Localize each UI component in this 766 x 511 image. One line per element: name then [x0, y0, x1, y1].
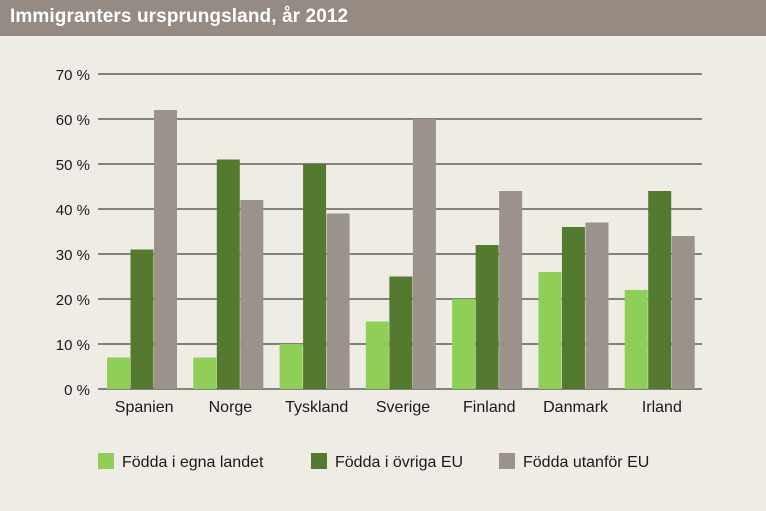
legend-swatch	[499, 453, 515, 469]
y-tick-label: 40 %	[56, 202, 90, 219]
chart-header: Immigranters ursprungsland, år 2012	[0, 0, 766, 36]
legend-swatch	[98, 453, 114, 469]
y-tick-label: 50 %	[56, 157, 90, 174]
bar-spanien-3	[154, 110, 177, 389]
bar-norge-1	[193, 357, 217, 389]
bar-norge-3	[240, 200, 264, 389]
bar-irland-1	[624, 290, 648, 389]
legend-swatch	[311, 453, 327, 469]
chart-area: 0 % 10 % 20 % 30 % 40 % 50 % 60 % 70 % Spanien No…	[0, 36, 766, 506]
y-tick-label: 70 %	[56, 67, 90, 84]
x-tick-label: Tyskland	[285, 399, 348, 416]
bar-spanien-2	[130, 249, 154, 389]
x-tick-label: Danmark	[543, 399, 609, 416]
bar-spanien-1	[107, 357, 130, 389]
y-tick-label: 20 %	[56, 292, 90, 309]
bar-finland-2	[475, 245, 499, 389]
bar-irland-2	[648, 191, 672, 389]
x-tick-label: Irland	[642, 399, 682, 416]
bar-norge-2	[216, 159, 240, 389]
x-tick-label: Sverige	[376, 399, 430, 416]
x-tick-label: Finland	[463, 399, 515, 416]
bar-chart: 0 % 10 % 20 % 30 % 40 % 50 % 60 % 70 % Spanien No…	[56, 67, 702, 471]
x-tick-label: Spanien	[115, 399, 174, 416]
legend-label: Födda i egna landet	[122, 454, 264, 471]
legend-label: Födda utanför EU	[523, 454, 649, 471]
y-tick-label: 10 %	[56, 337, 90, 354]
bar-tyskland-2	[303, 164, 327, 389]
bar-sverige-3	[412, 119, 436, 389]
y-tick-label: 30 %	[56, 247, 90, 264]
bar-tyskland-3	[326, 213, 350, 389]
x-tick-label: Norge	[209, 399, 253, 416]
bar-danmark-1	[538, 272, 562, 389]
bar-danmark-2	[561, 227, 585, 389]
bar-irland-3	[671, 236, 695, 389]
bar-finland-1	[452, 299, 476, 389]
bar-danmark-3	[585, 222, 609, 389]
legend-label: Födda i övriga EU	[335, 454, 463, 471]
y-tick-label: 60 %	[56, 112, 90, 129]
chart-title: Immigranters ursprungsland, år 2012	[10, 6, 349, 27]
bar-sverige-2	[389, 276, 413, 389]
y-tick-label: 0 %	[64, 382, 90, 399]
bar-finland-3	[499, 191, 523, 389]
bar-sverige-1	[365, 321, 389, 389]
bar-tyskland-1	[279, 344, 303, 389]
